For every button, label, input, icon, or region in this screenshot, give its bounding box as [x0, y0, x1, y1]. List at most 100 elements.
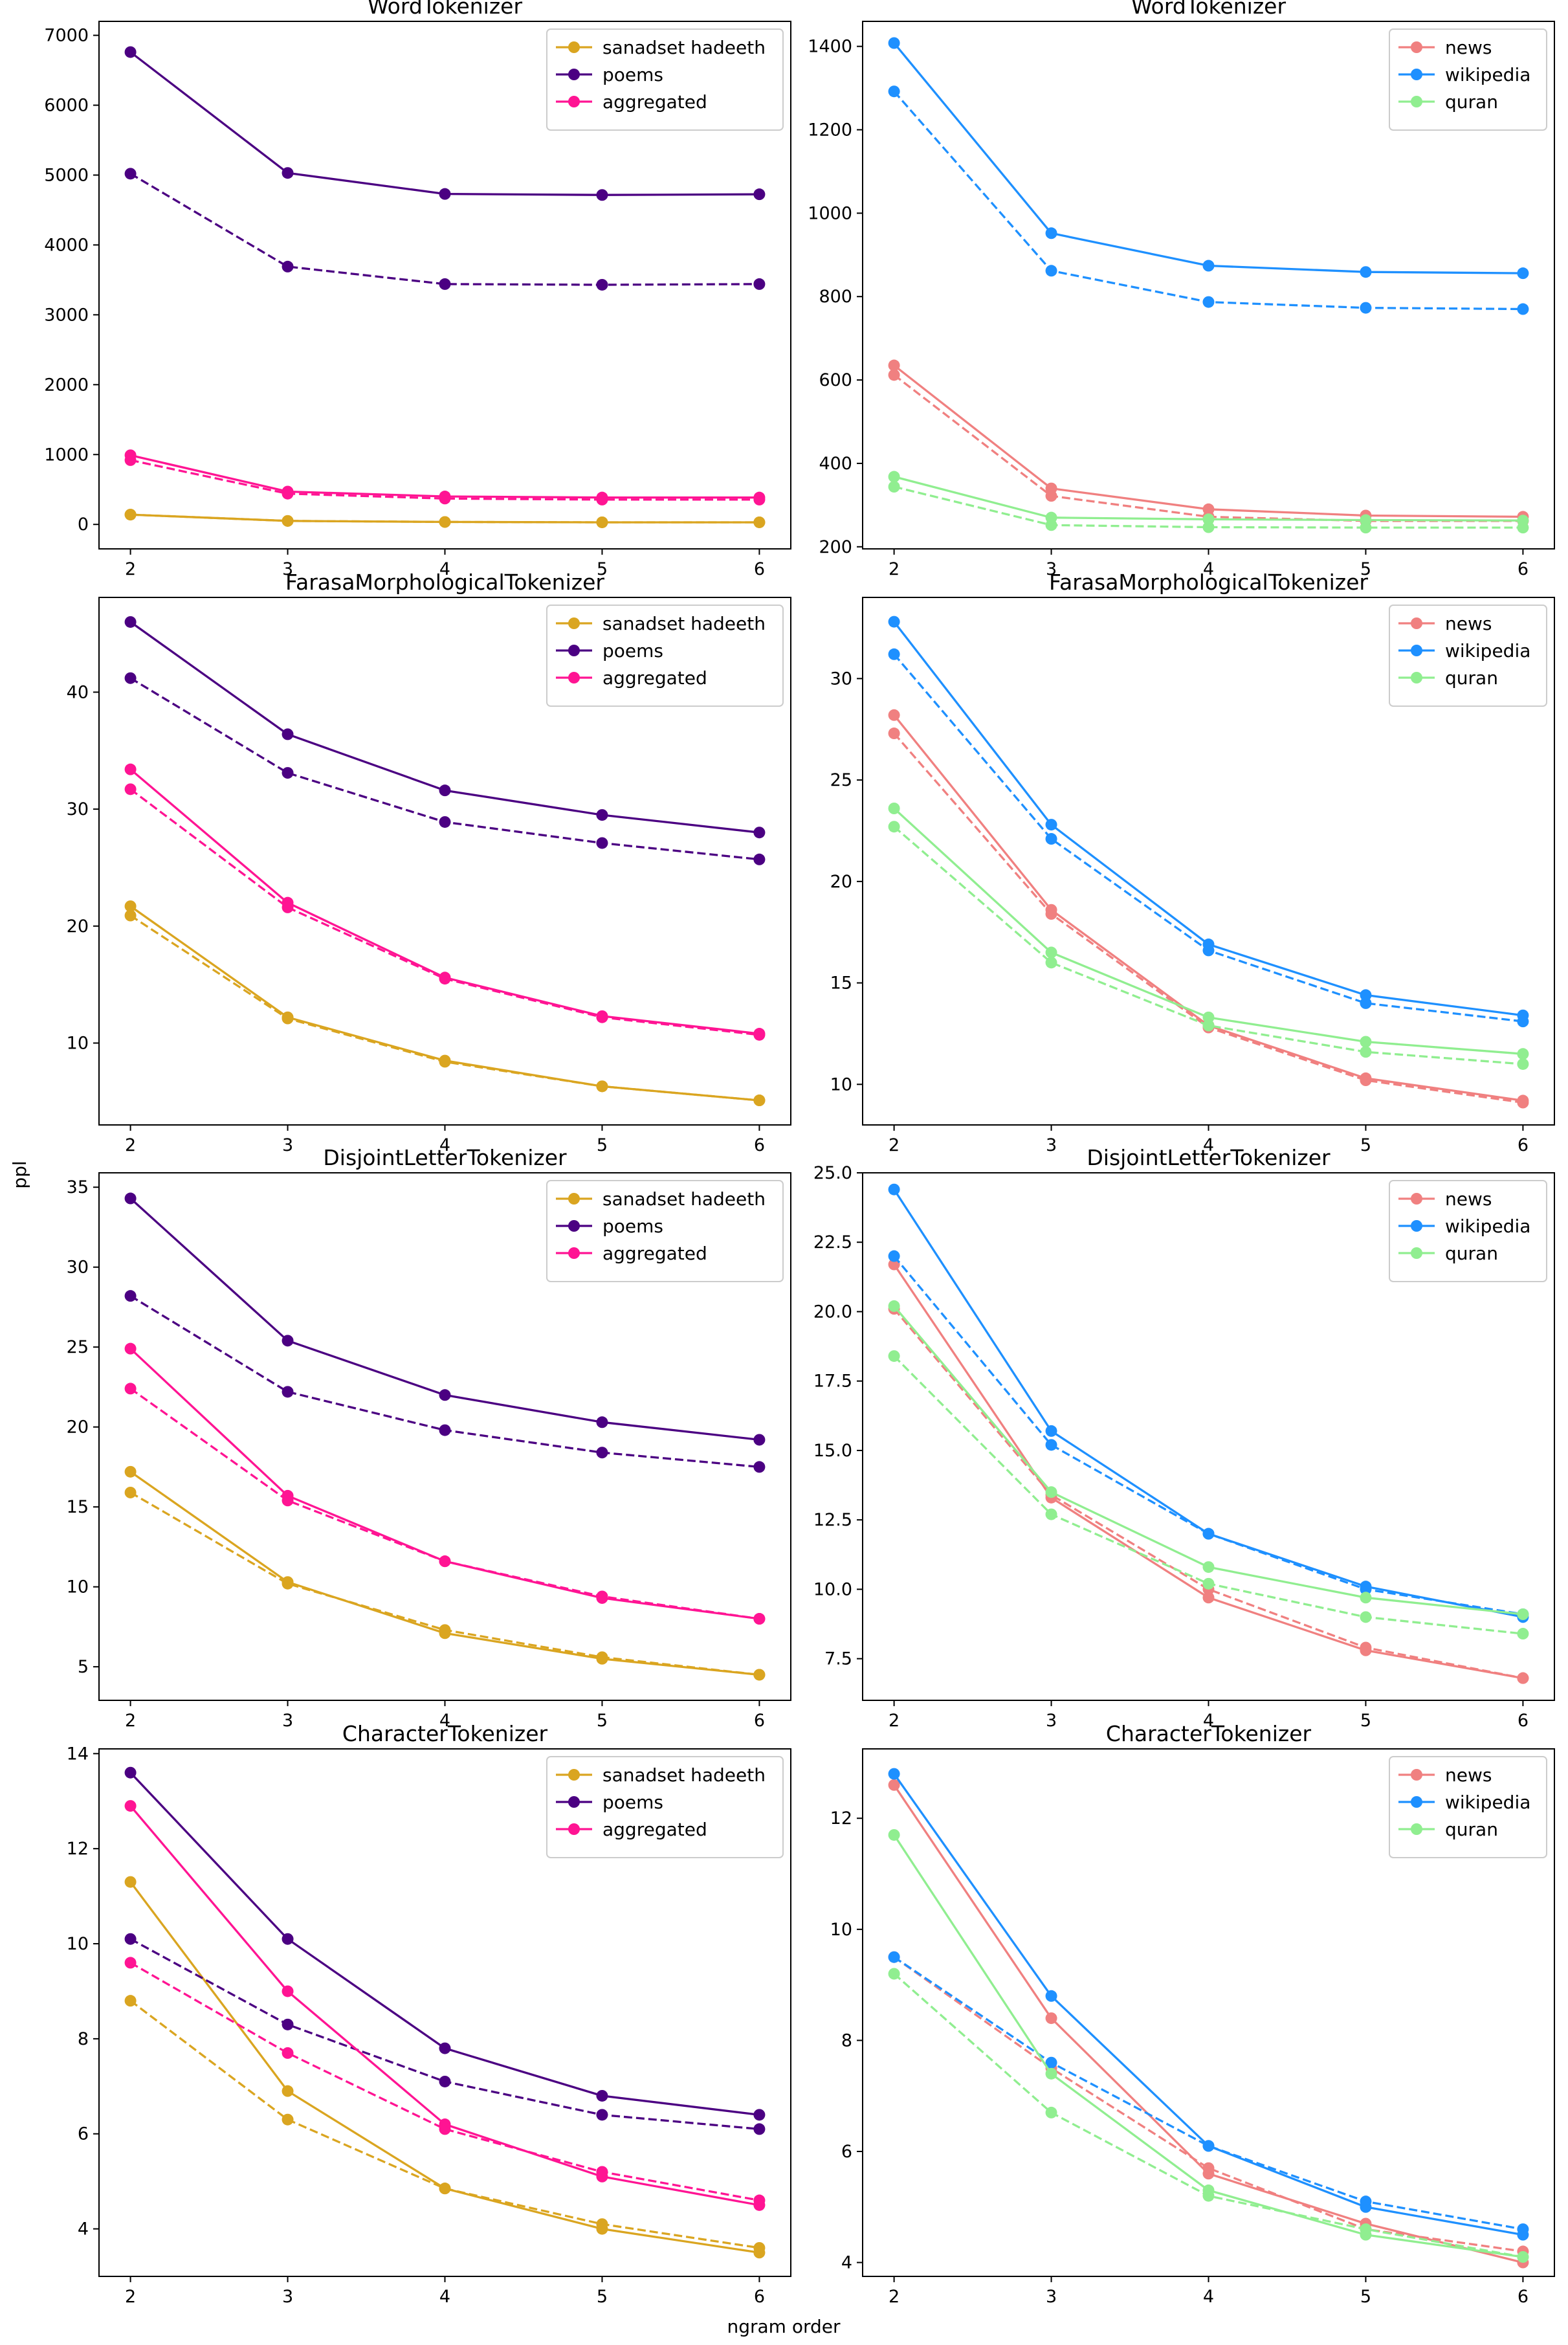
series-wikipedia-solid-point	[1360, 266, 1372, 278]
legend-swatch-marker	[568, 1796, 580, 1808]
series-quran-dashed-point	[1045, 519, 1057, 531]
x-tick-label: 5	[1360, 2287, 1371, 2307]
series-poems-solid-point	[124, 616, 137, 628]
y-tick-label: 0	[78, 515, 89, 535]
legend: news wikipedia quran	[1389, 605, 1547, 707]
series-quran-dashed-point	[1045, 1508, 1057, 1520]
series-aggregated-dashed-line	[129, 1388, 760, 1620]
legend-label-aggregated: aggregated	[602, 1819, 707, 1840]
y-tick-label: 10	[830, 1074, 852, 1095]
legend-label-poems: poems	[602, 1792, 663, 1813]
figure-ylabel: ppl	[9, 1161, 30, 1188]
legend-swatch-marker	[1411, 645, 1422, 656]
legend-swatch-marker	[1411, 96, 1422, 107]
series-quran-solid-point	[1045, 2067, 1057, 2080]
y-tick-label: 4000	[44, 235, 89, 255]
legend-label-poems: poems	[602, 1216, 663, 1237]
series-wikipedia-solid-point	[1360, 989, 1372, 1001]
series-wikipedia-solid-point	[1202, 260, 1215, 272]
series-quran-dashed-point	[1360, 522, 1372, 534]
series-poems-dashed-point	[753, 1461, 766, 1473]
series-quran-dashed-point	[1202, 1577, 1215, 1590]
series-aggregated-dashed-point	[596, 493, 608, 506]
series-news-dashed-point	[888, 369, 900, 381]
x-tick-label: 6	[1518, 2287, 1529, 2307]
legend-swatch-marker	[1411, 1769, 1422, 1781]
legend: news wikipedia quran	[1389, 28, 1547, 131]
x-tick-label: 4	[439, 559, 450, 579]
plot-frame	[98, 1172, 791, 1701]
series-aggregated-solid-point	[282, 1985, 294, 1997]
x-tick-label: 2	[889, 559, 900, 579]
x-tick-label: 6	[754, 559, 765, 579]
series-news-solid-point	[1202, 1592, 1215, 1604]
series-news-dashed-line	[893, 1308, 1523, 1680]
legend-label-poems: poems	[602, 64, 663, 85]
y-tick-label: 12.5	[813, 1510, 852, 1530]
x-tick-label: 5	[597, 1711, 608, 1731]
series-poems-dashed-line	[129, 1295, 760, 1469]
series-wikipedia-dashed-point	[1360, 997, 1372, 1009]
legend-label-quran: quran	[1445, 1819, 1498, 1840]
y-tick-label: 1000	[44, 445, 89, 465]
chart-panel-8: CharacterTokenizer 2 3 4 5 6 4 6 8 10 12 news wikipe…	[830, 1721, 1555, 2307]
series-poems-dashed-point	[439, 1424, 451, 1436]
series-quran-dashed-point	[1360, 1046, 1372, 1058]
y-tick-label: 25.0	[813, 1163, 852, 1183]
series-wikipedia-dashed-line	[893, 1956, 1523, 2230]
legend: sanadset hadeeth poems aggregated	[546, 28, 784, 131]
legend-swatch-marker	[568, 617, 580, 629]
series-sanadset-hadeeth-dashed-point	[439, 1624, 451, 1636]
series-news-solid-line	[893, 1263, 1523, 1680]
y-tick-label: 5	[78, 1657, 89, 1677]
series-poems-solid-point	[753, 188, 766, 201]
y-tick-label: 40	[67, 682, 89, 702]
y-tick-label: 12	[830, 1808, 852, 1828]
series-aggregated-dashed-point	[282, 2047, 294, 2059]
series-sanadset-hadeeth-solid-point	[124, 1876, 137, 1888]
panel-title: WordTokenizer	[368, 0, 523, 19]
series-news-dashed-line	[893, 1956, 1523, 2253]
y-tick-label: 20	[67, 1417, 89, 1438]
series-quran-dashed-point	[1202, 521, 1215, 533]
y-tick-label: 4	[78, 2219, 89, 2239]
series-poems-dashed-point	[124, 1933, 137, 1945]
series-aggregated-dashed-point	[439, 2123, 451, 2135]
series-sanadset-hadeeth-dashed-line	[129, 1999, 760, 2249]
y-tick-label: 15.0	[813, 1441, 852, 1461]
legend-label-sanadset-hadeeth: sanadset hadeeth	[602, 37, 766, 58]
series-quran-dashed-point	[888, 481, 900, 493]
series-quran-solid-point	[1202, 1561, 1215, 1573]
series-sanadset-hadeeth-solid-line	[129, 905, 760, 1102]
plot-frame	[862, 21, 1555, 550]
series-quran-dashed-point	[1202, 1019, 1215, 1032]
y-tick-label: 6000	[44, 96, 89, 116]
legend: news wikipedia quran	[1389, 1180, 1547, 1282]
chart-panel-5: DisjointLetterTokenizer 2 3 4 5 6 5 10 15 20 25 30 3…	[67, 1145, 791, 1731]
series-poems-dashed-point	[439, 278, 451, 290]
series-quran-dashed-point	[1517, 1058, 1529, 1070]
y-tick-label: 25	[830, 770, 852, 790]
series-quran-solid-point	[1045, 1486, 1057, 1498]
legend-swatch-marker	[568, 41, 580, 53]
plot-frame	[98, 1748, 791, 2277]
series-sanadset-hadeeth-dashed-point	[282, 1012, 294, 1025]
series-quran-dashed-point	[888, 821, 900, 833]
legend-swatch-marker	[1411, 617, 1422, 629]
x-tick-label: 3	[282, 2287, 293, 2307]
series-wikipedia-dashed-line	[893, 1255, 1523, 1616]
legend-swatch-marker	[568, 96, 580, 107]
legend-swatch-marker	[1411, 41, 1422, 53]
x-tick-label: 4	[439, 2287, 450, 2307]
x-tick-label: 5	[1360, 1711, 1371, 1731]
series-poems-solid-point	[282, 1335, 294, 1347]
series-sanadset-hadeeth-dashed-point	[124, 1995, 137, 2007]
x-tick-label: 2	[125, 1135, 136, 1155]
series-poems-solid-point	[282, 1933, 294, 1945]
series-wikipedia-dashed-point	[1360, 2195, 1372, 2208]
legend-label-wikipedia: wikipedia	[1445, 640, 1530, 661]
y-tick-label: 20	[830, 872, 852, 892]
series-quran-dashed-point	[888, 1350, 900, 1362]
series-sanadset-hadeeth-dashed-point	[439, 1056, 451, 1068]
x-tick-label: 5	[597, 559, 608, 579]
